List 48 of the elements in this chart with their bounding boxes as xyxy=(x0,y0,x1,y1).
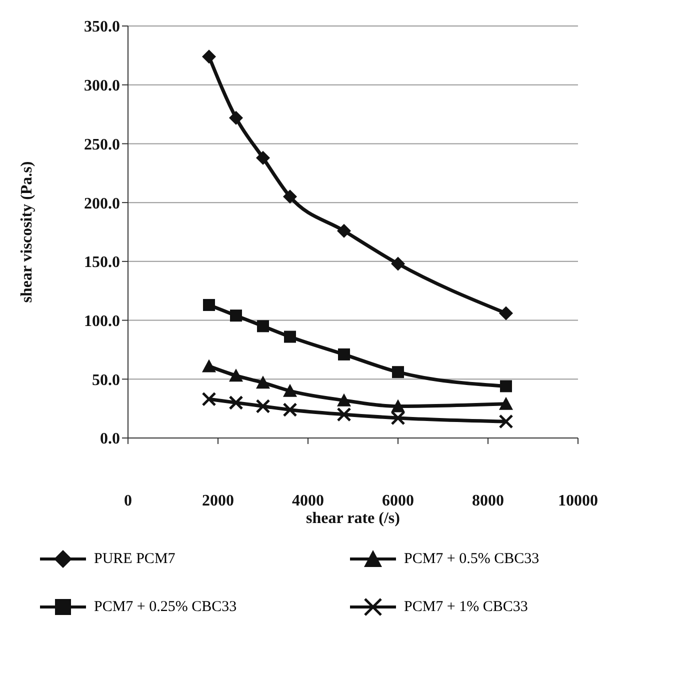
x-axis-title: shear rate (/s) xyxy=(306,510,400,527)
point xyxy=(336,407,352,422)
point xyxy=(202,50,216,64)
point xyxy=(499,306,513,320)
y-tick-label: 50.0 xyxy=(92,372,120,389)
point xyxy=(229,110,243,125)
x-tick-label: 10000 xyxy=(558,492,598,510)
point xyxy=(229,368,243,382)
point xyxy=(230,310,242,322)
point xyxy=(337,393,351,406)
point xyxy=(500,380,512,392)
y-tick-label: 250.0 xyxy=(84,136,120,154)
point xyxy=(256,376,270,389)
point xyxy=(498,414,514,429)
y-tick-label: 200.0 xyxy=(84,195,120,212)
y-tick-label: 150.0 xyxy=(84,254,120,272)
point xyxy=(257,320,269,332)
y-tick-label: 350.0 xyxy=(84,18,120,36)
legend-label: PCM7 + 0.25% CBC33 xyxy=(94,598,237,616)
point xyxy=(202,359,216,372)
point xyxy=(391,256,405,271)
point xyxy=(391,399,405,412)
x-tick-label: 4000 xyxy=(292,492,324,510)
x-tick-label: 0 xyxy=(124,492,132,510)
x-tick-label: 8000 xyxy=(472,492,504,510)
y-tick-label: 300.0 xyxy=(84,78,120,95)
y-tick-label: 100.0 xyxy=(84,312,120,330)
point xyxy=(392,366,404,378)
point xyxy=(256,150,270,165)
point xyxy=(228,395,244,410)
point xyxy=(390,410,406,426)
point xyxy=(283,190,297,204)
point xyxy=(203,298,215,311)
point xyxy=(338,348,350,360)
y-tick-label: 0.0 xyxy=(100,430,120,448)
point xyxy=(282,402,298,417)
point xyxy=(202,392,216,406)
point xyxy=(284,330,296,343)
legend-label: PCM7 + 1% CBC33 xyxy=(404,598,528,616)
legend-label: PURE PCM7 xyxy=(94,550,176,568)
y-axis-title: shear viscosity (Pa.s) xyxy=(18,161,36,303)
x-tick-label: 6000 xyxy=(382,492,414,510)
x-tick-label: 2000 xyxy=(202,492,234,510)
legend-label: PCM7 + 0.5% CBC33 xyxy=(404,550,540,568)
point xyxy=(499,396,513,410)
point xyxy=(283,384,297,397)
point xyxy=(337,224,351,238)
point xyxy=(256,398,270,414)
